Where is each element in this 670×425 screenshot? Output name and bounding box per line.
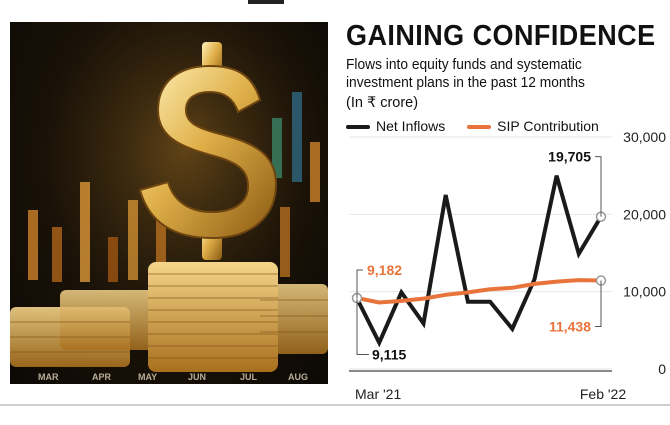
- legend-item-sip: SIP Contribution: [467, 118, 599, 134]
- chart-legend: Net Inflows SIP Contribution: [346, 118, 617, 134]
- dollar-coins-photo: MAR APR MAY JUN JUL AUG: [10, 22, 328, 384]
- chart-title: GAINING CONFIDENCE: [346, 20, 656, 52]
- photo-label: MAY: [138, 372, 157, 382]
- photo-label: APR: [92, 372, 112, 382]
- coin-stacks: [10, 262, 328, 372]
- legend-label-net: Net Inflows: [376, 118, 446, 134]
- callout-line: [356, 298, 369, 356]
- callout-line: [595, 156, 602, 217]
- annotation-label: 19,705: [548, 149, 591, 165]
- annotation-label: 11,438: [549, 319, 591, 335]
- y-axis-ticks: 0 10,000 20,000 30,000: [623, 129, 666, 377]
- dollar-sign-icon: [138, 42, 278, 260]
- top-border-mark: [248, 0, 284, 4]
- top-border: [0, 0, 670, 6]
- photo-label: JUN: [188, 372, 206, 382]
- photo-label: JUL: [240, 372, 258, 382]
- photo-label: AUG: [288, 372, 308, 382]
- y-tick-label: 20,000: [623, 206, 666, 222]
- legend-label-sip: SIP Contribution: [497, 118, 599, 134]
- unit-label: (In ₹ crore): [346, 95, 419, 111]
- chart-subtitle: Flows into equity funds and systematic i…: [346, 57, 585, 91]
- x-tick-label: Feb '22: [580, 386, 626, 402]
- y-tick-label: 30,000: [623, 129, 666, 145]
- y-tick-label: 10,000: [623, 284, 666, 300]
- annotation-label: 9,182: [367, 262, 402, 278]
- background-bars: [28, 92, 320, 282]
- legend-swatch-sip: [467, 125, 492, 130]
- series-lines: [355, 175, 603, 348]
- annotations: 9,182 9,115 19,705 11,438: [351, 149, 607, 363]
- dollar-coins-illustration: MAR APR MAY JUN JUL AUG: [10, 22, 328, 384]
- callout-line: [595, 280, 602, 328]
- annotation-label: 9,115: [372, 347, 406, 363]
- y-tick-label: 0: [658, 361, 666, 377]
- legend-swatch-net: [346, 125, 370, 130]
- x-tick-label: Mar '21: [355, 386, 401, 402]
- sip-contribution-line: [355, 278, 603, 305]
- callout-line: [356, 269, 363, 298]
- x-axis: Mar '21 Feb '22: [349, 370, 626, 402]
- photo-label: MAR: [38, 372, 59, 382]
- legend-item-net-inflows: Net Inflows: [346, 118, 445, 134]
- bottom-rule: [0, 404, 670, 406]
- photo-month-labels: MAR APR MAY JUN JUL AUG: [38, 372, 308, 382]
